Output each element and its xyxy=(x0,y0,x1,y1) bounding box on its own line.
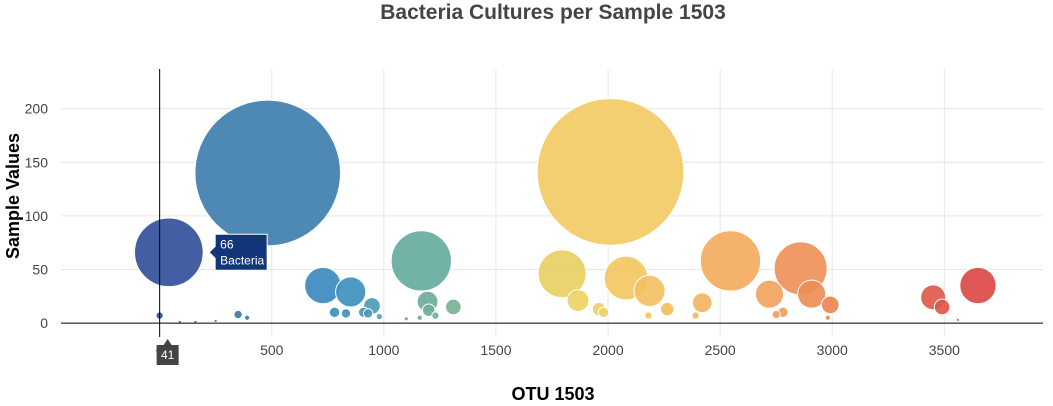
hover-tooltip-text: Bacteria xyxy=(220,253,264,267)
bubble-point[interactable] xyxy=(644,311,653,320)
bubble-point[interactable] xyxy=(536,98,685,246)
bubble-point[interactable] xyxy=(824,314,831,321)
bubble-point[interactable] xyxy=(820,295,840,315)
bubble-point[interactable] xyxy=(340,308,352,319)
bubble-point[interactable] xyxy=(304,266,342,305)
bubble-point[interactable] xyxy=(243,314,251,321)
y-axis-title: Sample Values xyxy=(3,133,23,259)
bubble-point[interactable] xyxy=(233,309,243,320)
bubble-point[interactable] xyxy=(691,292,713,314)
bubble-point[interactable] xyxy=(328,306,341,319)
x-tick-label: 2500 xyxy=(705,342,736,358)
bubble-point[interactable] xyxy=(797,279,827,309)
bubble-point[interactable] xyxy=(134,217,204,288)
chart-title: Bacteria Cultures per Sample 1503 xyxy=(380,1,726,24)
bubble-point[interactable] xyxy=(933,298,951,316)
bubble-point[interactable] xyxy=(431,311,440,320)
hover-x-label-text: 41 xyxy=(161,348,175,362)
bubble-point[interactable] xyxy=(955,317,960,322)
bubble-point[interactable] xyxy=(959,266,997,305)
bubble-point[interactable] xyxy=(771,309,781,320)
bubble-point[interactable] xyxy=(194,99,342,247)
tick-layer: 0500100015002000250030003500050100150200 xyxy=(25,101,960,358)
bubble-point[interactable] xyxy=(537,249,587,299)
x-tick-label: 1500 xyxy=(480,342,511,358)
bubble-point[interactable] xyxy=(213,318,218,324)
bubble-point[interactable] xyxy=(416,314,423,321)
bubble-point[interactable] xyxy=(362,308,374,319)
y-tick-label: 50 xyxy=(32,261,48,277)
hover-tooltip-value: 66 xyxy=(220,237,234,251)
hover-x-label: 41 xyxy=(156,339,179,365)
bubble-point[interactable] xyxy=(566,289,590,312)
bubble-point[interactable] xyxy=(335,276,367,308)
y-tick-label: 150 xyxy=(25,154,49,170)
bubble-point[interactable] xyxy=(691,311,700,320)
bubble-point[interactable] xyxy=(421,303,436,317)
x-tick-label: 2000 xyxy=(592,342,623,358)
bubble-point[interactable] xyxy=(659,301,675,317)
bubble-point[interactable] xyxy=(445,298,462,316)
hover-tooltip-bg xyxy=(208,233,268,271)
y-tick-label: 0 xyxy=(40,315,48,331)
bubble-point[interactable] xyxy=(699,230,762,292)
bubble-point[interactable] xyxy=(390,230,452,292)
x-tick-label: 500 xyxy=(260,342,284,358)
x-tick-label: 3000 xyxy=(817,342,848,358)
bubble-point[interactable] xyxy=(633,274,666,308)
bubble-point[interactable] xyxy=(375,313,383,321)
bubble-point[interactable] xyxy=(754,279,785,309)
y-tick-label: 200 xyxy=(25,101,49,117)
bubble-point[interactable] xyxy=(597,306,610,319)
y-tick-label: 100 xyxy=(25,208,49,224)
hover-layer: 41 66 Bacteria xyxy=(156,233,268,365)
hover-x-label-bg xyxy=(156,339,179,365)
hover-tooltip: 66 Bacteria xyxy=(208,233,268,271)
bubble-layer xyxy=(134,98,997,325)
x-tick-label: 1000 xyxy=(368,342,399,358)
bubble-point[interactable] xyxy=(403,316,409,322)
x-axis-title: OTU 1503 xyxy=(511,384,594,404)
x-tick-label: 3500 xyxy=(929,342,960,358)
